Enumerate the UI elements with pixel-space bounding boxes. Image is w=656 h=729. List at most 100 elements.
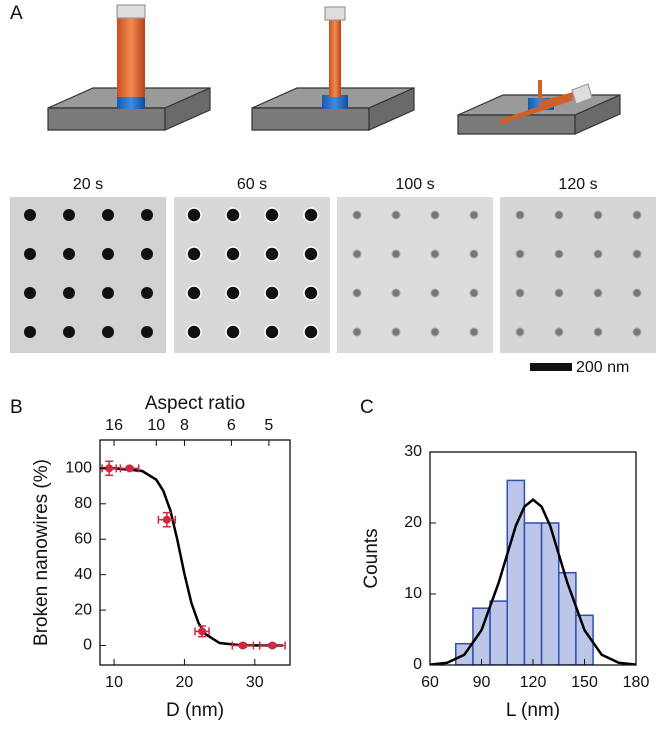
- fit-curve: [430, 497, 636, 665]
- sem-hole: [430, 327, 440, 337]
- sem-hole: [141, 326, 153, 338]
- sem-hole: [515, 210, 525, 220]
- sem-time-label: 60 s: [237, 176, 267, 193]
- y-tick-label: 40: [74, 566, 92, 583]
- sem-hole: [515, 327, 525, 337]
- sem-hole: [264, 246, 280, 262]
- x2-tick-label: 16: [105, 417, 123, 434]
- sem-hole: [303, 324, 319, 340]
- histogram-bar: [558, 571, 577, 665]
- x-tick-label: 10: [105, 674, 123, 691]
- x-tick-label: 180: [623, 674, 650, 691]
- panel-label: A: [10, 3, 23, 24]
- sem-hole: [554, 249, 564, 259]
- sem-image: [174, 197, 330, 353]
- sem-hole: [225, 285, 241, 301]
- sem-hole: [391, 327, 401, 337]
- x2-tick-label: 6: [227, 417, 236, 434]
- sem-hole: [352, 327, 362, 337]
- sem-hole: [24, 326, 36, 338]
- sem-image: [500, 197, 656, 353]
- sem-hole: [593, 327, 603, 337]
- sem-hole: [264, 285, 280, 301]
- x2-tick-label: 5: [264, 417, 273, 434]
- x-tick-label: 90: [473, 674, 491, 691]
- sem-hole: [554, 327, 564, 337]
- y-tick-label: 0: [413, 656, 422, 673]
- sem-hole: [186, 285, 202, 301]
- sem-hole: [352, 249, 362, 259]
- sem-hole: [554, 288, 564, 298]
- point: [162, 515, 171, 524]
- scale-bar-label: 200 nm: [576, 359, 629, 376]
- sem-hole: [186, 207, 202, 223]
- sem-hole: [430, 210, 440, 220]
- sem-hole: [225, 324, 241, 340]
- sem-hole: [186, 246, 202, 262]
- sem-hole: [141, 248, 153, 260]
- point: [125, 464, 134, 473]
- x2-tick-label: 8: [180, 417, 189, 434]
- sem-hole: [469, 288, 479, 298]
- chart: 10 20 30 0 20 40 60 80 100 16 10 8 6 5 D (nm) Broken na…: [31, 393, 291, 721]
- x-tick-label: 30: [246, 674, 264, 691]
- plot-area: [430, 479, 636, 665]
- sem-image: [337, 197, 493, 353]
- sem-hole: [141, 209, 153, 221]
- y-tick-label: 20: [404, 514, 422, 531]
- schematic: [47, 4, 621, 135]
- y-tick-label: 10: [404, 585, 422, 602]
- sem-hole: [430, 249, 440, 259]
- y-tick-label: 0: [83, 637, 92, 654]
- sem-hole: [225, 246, 241, 262]
- sem-hole: [391, 288, 401, 298]
- scale-bar: [530, 363, 572, 371]
- x-tick-label: 120: [520, 674, 547, 691]
- plot-area: [100, 467, 284, 647]
- sem-images: [10, 197, 656, 353]
- sem-time-label: 100 s: [395, 176, 434, 193]
- sem-hole: [102, 248, 114, 260]
- sem-hole: [352, 288, 362, 298]
- sem-time-label: 20 s: [73, 176, 103, 193]
- point: [238, 641, 247, 650]
- y-axis-label: Counts: [361, 528, 382, 588]
- sem-hole: [632, 327, 642, 337]
- y-tick-label: 60: [74, 530, 92, 547]
- panel-label: C: [360, 397, 374, 418]
- sem-hole: [63, 287, 75, 299]
- sem-hole: [24, 287, 36, 299]
- x-tick-label: 20: [176, 674, 194, 691]
- y-tick-label: 100: [65, 460, 92, 477]
- x-axis-label: L (nm): [506, 700, 560, 721]
- sem-hole: [391, 210, 401, 220]
- sem-hole: [632, 288, 642, 298]
- fit-curve: [100, 467, 284, 647]
- sem-hole: [264, 324, 280, 340]
- sem-hole: [225, 207, 241, 223]
- panel-label: B: [10, 397, 23, 418]
- sem-hole: [102, 326, 114, 338]
- sem-hole: [303, 285, 319, 301]
- x-axis-label: D (nm): [166, 700, 224, 721]
- sem-hole: [141, 287, 153, 299]
- point: [105, 464, 114, 473]
- sem-time-label: 120 s: [558, 176, 597, 193]
- sem-hole: [391, 249, 401, 259]
- sem-hole: [303, 207, 319, 223]
- chart: 60 90 120 150 180 0 10 20 30 L (nm) Counts: [361, 443, 649, 721]
- y-tick-label: 30: [404, 443, 422, 460]
- y-tick-label: 80: [74, 495, 92, 512]
- sem-hole: [554, 210, 564, 220]
- sem-hole: [515, 249, 525, 259]
- sem-hole: [593, 249, 603, 259]
- x2-axis-label: Aspect ratio: [145, 393, 245, 414]
- sem-hole: [24, 248, 36, 260]
- point: [198, 627, 207, 636]
- point: [268, 641, 277, 650]
- sem-hole: [24, 209, 36, 221]
- sem-hole: [264, 207, 280, 223]
- sem-hole: [515, 288, 525, 298]
